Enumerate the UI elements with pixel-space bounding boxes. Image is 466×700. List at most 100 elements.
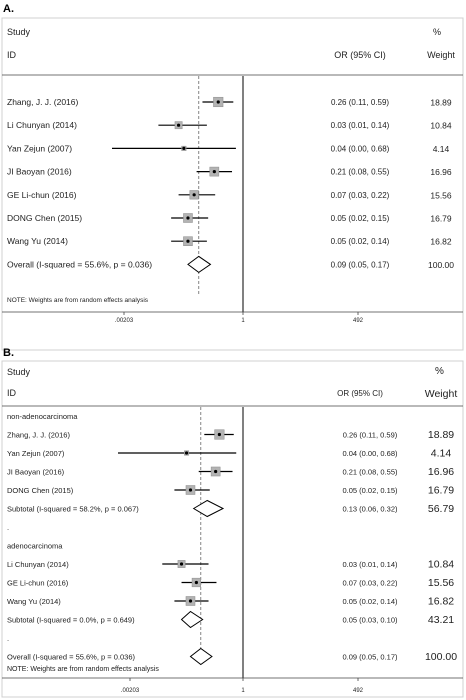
row-group: non-adenocarcinoma: [7, 412, 78, 421]
row-label: Zhang, J. J. (2016): [7, 97, 79, 107]
panel-a: A. Study ID % OR (95% CI) Weight Zhang, …: [1, 3, 464, 351]
point-estimate: [186, 239, 190, 243]
row-study: JI Baoyan (2016) 0.21 (0.08, 0.55) 16.96: [7, 466, 454, 478]
ci-text: 0.04 (0.00, 0.68): [342, 449, 398, 458]
point-estimate: [176, 123, 181, 127]
row-study: Li Chunyan (2014) 0.03 (0.01, 0.14) 10.84: [7, 559, 454, 571]
pooled-diamond: [180, 610, 204, 629]
x-tick-label: .00203: [121, 688, 140, 694]
ci-text: 0.05 (0.02, 0.14): [342, 597, 398, 606]
row-label: DONG Chen (2015): [7, 486, 74, 495]
point-estimate: [188, 599, 193, 603]
header-id: ID: [7, 50, 17, 60]
point-estimate: [184, 451, 189, 455]
header-id: ID: [7, 388, 17, 398]
rows: non-adenocarcinoma Zhang, J. J. (2016) 0.2…: [7, 407, 457, 678]
ci-text: 0.07 (0.03, 0.22): [342, 579, 398, 588]
row-study: JI Baoyan (2016) 0.21 (0.08, 0.55) 16.96: [7, 167, 452, 178]
weight-text: 15.56: [430, 190, 452, 200]
row-label: Subtotal (I-squared = 0.0%, p = 0.649): [7, 616, 135, 625]
ci-text: 0.04 (0.00, 0.68): [331, 144, 390, 153]
header-weight: Weight: [427, 50, 455, 60]
row-label: Wang Yu (2014): [7, 597, 61, 606]
point-estimate: [214, 469, 218, 474]
x-tick-label: 1: [241, 318, 245, 324]
row-study: Yan Zejun (2007) 0.04 (0.00, 0.68) 4.14: [7, 143, 450, 154]
ci-text: 0.26 (0.11, 0.59): [331, 98, 389, 107]
plot-frame: [1, 17, 464, 351]
x-tick-label: 492: [353, 318, 364, 324]
row-label: Li Chunyan (2014): [7, 120, 77, 130]
header-study: Study: [7, 367, 31, 377]
x-tick-label: .00203: [115, 318, 134, 324]
row-subtotal: Subtotal (I-squared = 0.0%, p = 0.649) 0.…: [7, 610, 454, 629]
row-study: Wang Yu (2014) 0.05 (0.02, 0.14) 16.82: [7, 236, 452, 247]
weight-text: 15.56: [428, 577, 454, 589]
weight-text: 4.14: [433, 144, 450, 154]
row-study: GE Li-chun (2016) 0.07 (0.03, 0.22) 15.56: [7, 577, 454, 589]
weight-text: 43.21: [428, 614, 454, 626]
ci-text: 0.09 (0.05, 0.17): [331, 260, 390, 269]
row-spacer: .: [7, 634, 9, 643]
weight-text: 16.79: [428, 485, 454, 497]
ci-text: 0.13 (0.06, 0.32): [342, 505, 398, 514]
header-study: Study: [7, 27, 31, 37]
ci-text: 0.03 (0.01, 0.14): [331, 121, 390, 130]
pooled-diamond: [189, 647, 213, 666]
point-estimate: [216, 100, 220, 104]
row-label: Overall (I-squared = 55.6%, p = 0.036): [7, 259, 152, 269]
weight-text: 16.96: [428, 466, 454, 478]
header-or-ci: OR (95% CI): [334, 50, 386, 60]
ci-text: 0.05 (0.02, 0.14): [331, 237, 390, 246]
weight-text: 4.14: [431, 448, 452, 460]
row-label: Overall (I-squared = 55.6%, p = 0.036): [7, 653, 135, 662]
ci-text: 0.21 (0.08, 0.55): [331, 168, 390, 177]
note: NOTE: Weights are from random effects an…: [7, 666, 159, 673]
row-label: Li Chunyan (2014): [7, 560, 69, 569]
weight-text: 100.00: [428, 260, 454, 270]
point-estimate: [194, 580, 198, 585]
row-spacer: .: [7, 523, 9, 532]
plot-frame: [1, 360, 464, 698]
row-label: DONG Chen (2015): [7, 213, 82, 223]
row-label: Subtotal (I-squared = 58.2%, p = 0.067): [7, 505, 139, 514]
point-estimate: [179, 562, 184, 566]
weight-text: 18.89: [430, 98, 452, 108]
ci-text: 0.05 (0.02, 0.15): [331, 214, 390, 223]
ci-text: 0.05 (0.03, 0.10): [342, 616, 398, 625]
row-study: Wang Yu (2014) 0.05 (0.02, 0.14) 16.82: [7, 596, 454, 608]
row-label: Zhang, J. J. (2016): [7, 431, 70, 440]
row-group: adenocarcinoma: [7, 542, 63, 551]
header-or-ci: OR (95% CI): [337, 389, 383, 398]
row-study: Li Chunyan (2014) 0.03 (0.01, 0.14) 10.84: [7, 120, 452, 131]
header-percent: %: [433, 27, 441, 37]
row-label: adenocarcinoma: [7, 542, 63, 551]
ci-text: 0.21 (0.08, 0.55): [342, 468, 398, 477]
pooled-diamond: [192, 499, 225, 518]
ci-text: 0.07 (0.03, 0.22): [331, 191, 390, 200]
ci-text: 0.09 (0.05, 0.17): [342, 653, 398, 662]
panel-label: A.: [3, 3, 14, 15]
row-study: DONG Chen (2015) 0.05 (0.02, 0.15) 16.79: [7, 485, 454, 497]
weight-text: 16.82: [428, 596, 454, 608]
row-label: JI Baoyan (2016): [7, 167, 72, 177]
row-subtotal: Subtotal (I-squared = 58.2%, p = 0.067) 0…: [7, 499, 454, 518]
row-overall: Overall (I-squared = 55.6%, p = 0.036) 0.…: [7, 255, 454, 274]
ci-text: 0.05 (0.02, 0.15): [342, 486, 398, 495]
row-study: DONG Chen (2015) 0.05 (0.02, 0.15) 16.79: [7, 213, 452, 224]
note: NOTE: Weights are from random effects an…: [7, 297, 149, 304]
weight-text: 100.00: [425, 651, 457, 663]
row-label: GE Li-chun (2016): [7, 579, 69, 588]
row-label: .: [7, 523, 9, 532]
point-estimate: [217, 432, 221, 437]
row-label: Wang Yu (2014): [7, 236, 68, 246]
point-estimate: [212, 170, 216, 174]
ci-text: 0.03 (0.01, 0.14): [342, 560, 398, 569]
weight-text: 16.82: [430, 237, 452, 247]
ci-text: 0.26 (0.11, 0.59): [343, 431, 398, 440]
row-study: GE Li-chun (2016) 0.07 (0.03, 0.22) 15.56: [7, 190, 452, 201]
point-estimate: [192, 193, 196, 197]
row-label: JI Baoyan (2016): [7, 468, 65, 477]
pooled-diamond: [187, 255, 212, 274]
x-tick-label: 492: [353, 688, 364, 694]
